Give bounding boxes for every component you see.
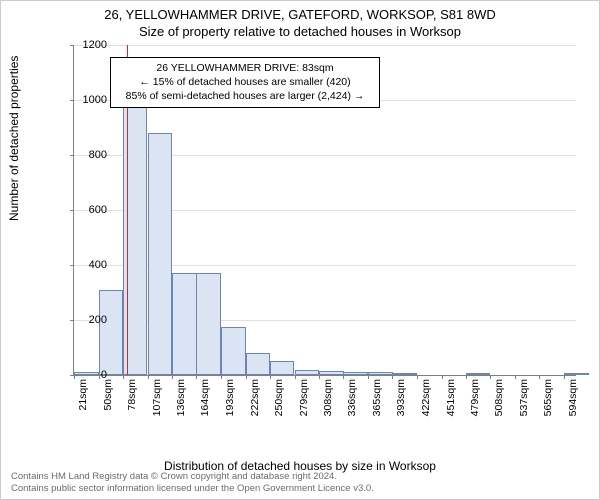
gridline	[74, 45, 576, 46]
plot-area: 26 YELLOWHAMMER DRIVE: 83sqm ← 15% of de…	[73, 45, 576, 376]
histogram-bar	[221, 327, 246, 375]
x-tick-label: 393sqm	[395, 379, 407, 429]
x-tick-label: 365sqm	[371, 379, 383, 429]
histogram-bar	[368, 372, 393, 375]
histogram-bar	[466, 373, 491, 375]
x-tick-mark	[392, 375, 393, 379]
x-tick-mark	[319, 375, 320, 379]
x-tick-mark	[246, 375, 247, 379]
y-tick-mark	[70, 155, 74, 156]
y-tick-mark	[70, 320, 74, 321]
y-tick-mark	[70, 45, 74, 46]
x-tick-mark	[221, 375, 222, 379]
footer-line-1: Contains HM Land Registry data © Crown c…	[11, 471, 374, 483]
x-tick-label: 107sqm	[151, 379, 163, 429]
x-tick-mark	[442, 375, 443, 379]
x-tick-label: 565sqm	[542, 379, 554, 429]
annotation-box: 26 YELLOWHAMMER DRIVE: 83sqm ← 15% of de…	[110, 57, 380, 108]
x-tick-label: 222sqm	[249, 379, 261, 429]
x-tick-label: 537sqm	[518, 379, 530, 429]
x-tick-label: 78sqm	[126, 379, 138, 429]
y-tick-mark	[70, 210, 74, 211]
y-tick-label: 400	[77, 259, 107, 271]
x-tick-label: 50sqm	[102, 379, 114, 429]
chart-outer: 26 YELLOWHAMMER DRIVE: 83sqm ← 15% of de…	[43, 45, 583, 435]
x-tick-mark	[490, 375, 491, 379]
y-tick-label: 1000	[77, 94, 107, 106]
histogram-bar	[392, 373, 417, 375]
x-tick-mark	[74, 375, 75, 379]
x-tick-mark	[295, 375, 296, 379]
x-tick-label: 336sqm	[346, 379, 358, 429]
histogram-bar	[343, 372, 368, 375]
x-tick-mark	[417, 375, 418, 379]
x-tick-label: 308sqm	[322, 379, 334, 429]
annotation-line-2: ← 15% of detached houses are smaller (42…	[117, 75, 373, 89]
annotation-line-1: 26 YELLOWHAMMER DRIVE: 83sqm	[117, 61, 373, 75]
x-tick-label: 479sqm	[469, 379, 481, 429]
x-tick-label: 193sqm	[224, 379, 236, 429]
x-tick-label: 21sqm	[77, 379, 89, 429]
histogram-bar	[270, 361, 295, 375]
y-tick-label: 800	[77, 149, 107, 161]
x-tick-label: 422sqm	[420, 379, 432, 429]
x-tick-label: 136sqm	[175, 379, 187, 429]
x-tick-mark	[148, 375, 149, 379]
x-tick-label: 164sqm	[199, 379, 211, 429]
x-tick-label: 508sqm	[493, 379, 505, 429]
x-tick-mark	[270, 375, 271, 379]
histogram-bar	[148, 133, 173, 375]
histogram-bar	[295, 370, 320, 376]
title-sub: Size of property relative to detached ho…	[1, 24, 599, 39]
histogram-bar	[196, 273, 221, 375]
x-tick-mark	[343, 375, 344, 379]
histogram-bar	[564, 373, 589, 375]
histogram-bar	[99, 290, 124, 375]
title-main: 26, YELLOWHAMMER DRIVE, GATEFORD, WORKSO…	[1, 7, 599, 22]
y-tick-label: 600	[77, 204, 107, 216]
x-tick-mark	[564, 375, 565, 379]
y-axis-label: Number of detached properties	[7, 56, 21, 221]
y-tick-mark	[70, 100, 74, 101]
x-tick-label: 451sqm	[445, 379, 457, 429]
x-tick-mark	[196, 375, 197, 379]
chart-container: 26, YELLOWHAMMER DRIVE, GATEFORD, WORKSO…	[0, 0, 600, 500]
x-tick-label: 594sqm	[567, 379, 579, 429]
x-tick-mark	[515, 375, 516, 379]
histogram-bar	[172, 273, 197, 375]
y-tick-label: 1200	[77, 39, 107, 51]
x-tick-label: 279sqm	[298, 379, 310, 429]
x-tick-label: 250sqm	[273, 379, 285, 429]
histogram-bar	[319, 371, 344, 375]
x-tick-mark	[123, 375, 124, 379]
footer: Contains HM Land Registry data © Crown c…	[11, 471, 374, 495]
x-tick-mark	[539, 375, 540, 379]
x-tick-mark	[466, 375, 467, 379]
y-tick-label: 200	[77, 314, 107, 326]
y-tick-mark	[70, 265, 74, 266]
footer-line-2: Contains public sector information licen…	[11, 483, 374, 495]
x-tick-mark	[368, 375, 369, 379]
x-tick-mark	[172, 375, 173, 379]
annotation-line-3: 85% of semi-detached houses are larger (…	[117, 89, 373, 103]
histogram-bar	[246, 353, 271, 375]
